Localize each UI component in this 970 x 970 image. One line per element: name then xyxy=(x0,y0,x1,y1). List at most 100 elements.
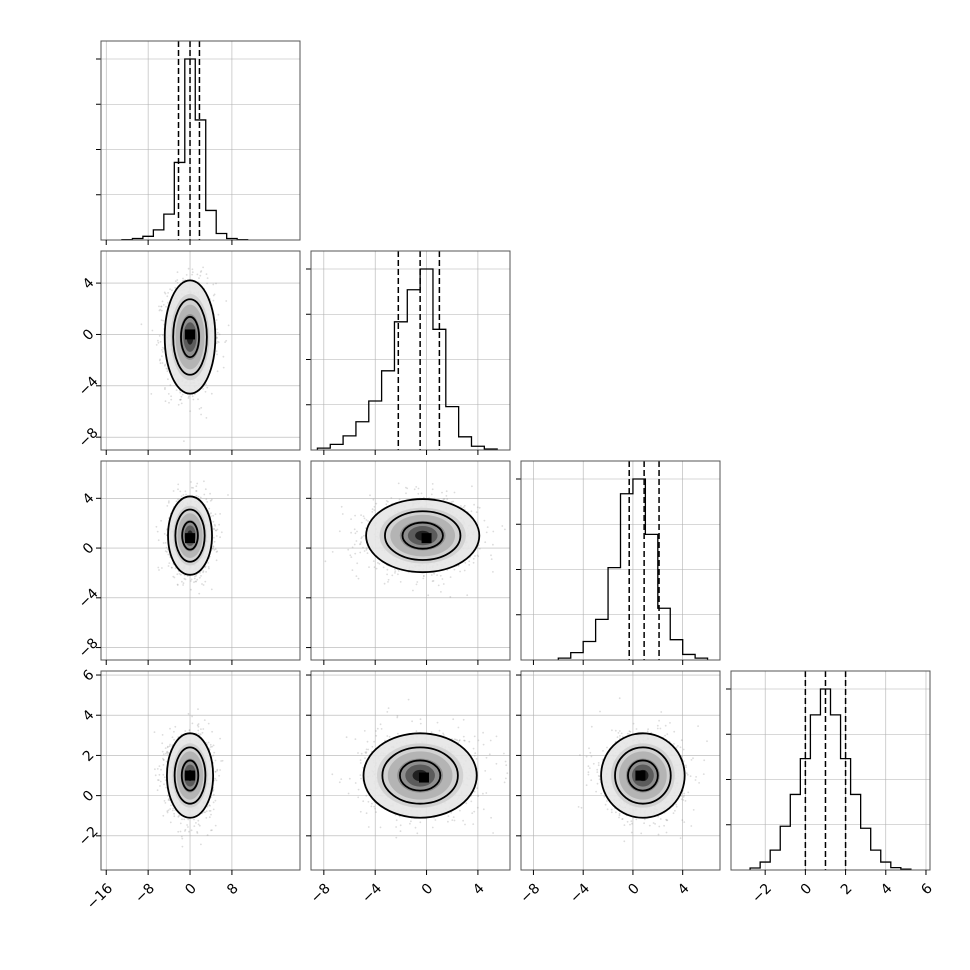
scatter-point xyxy=(464,561,467,564)
scatter-point xyxy=(192,398,195,401)
scatter-point xyxy=(189,580,192,582)
scatter-point xyxy=(179,398,182,401)
scatter-point xyxy=(217,331,219,334)
scatter-point xyxy=(197,398,199,401)
scatter-point xyxy=(193,577,196,580)
density-peak xyxy=(421,533,432,544)
scatter-point xyxy=(191,273,194,276)
scatter-point xyxy=(150,393,153,395)
scatter-point xyxy=(197,725,200,728)
scatter-point xyxy=(478,506,481,509)
scatter-point xyxy=(168,745,171,748)
scatter-point xyxy=(173,730,175,733)
scatter-point xyxy=(205,571,208,573)
scatter-point xyxy=(206,834,209,836)
scatter-point xyxy=(331,551,334,553)
scatter-point xyxy=(216,340,219,343)
scatter-point xyxy=(181,818,183,821)
scatter-point xyxy=(371,508,374,511)
scatter-point xyxy=(177,488,179,491)
scatter-point xyxy=(202,584,205,586)
scatter-point xyxy=(187,267,190,270)
scatter-point xyxy=(177,483,180,486)
scatter-point xyxy=(383,582,386,585)
scatter-point xyxy=(449,596,452,598)
scatter-point xyxy=(174,280,177,283)
scatter-point xyxy=(212,514,215,517)
scatter-point xyxy=(161,742,164,745)
scatter-point xyxy=(474,555,476,557)
scatter-point xyxy=(478,548,481,550)
scatter-point xyxy=(463,569,466,572)
scatter-point xyxy=(176,279,179,281)
scatter-point xyxy=(165,305,167,308)
scatter-point xyxy=(214,548,217,550)
scatter-point xyxy=(215,559,218,562)
scatter-point xyxy=(172,490,175,492)
scatter-point xyxy=(490,554,492,557)
scatter-point xyxy=(198,576,201,579)
scatter-point xyxy=(350,518,352,520)
scatter-point xyxy=(167,378,169,381)
scatter-point xyxy=(216,370,219,373)
scatter-point xyxy=(397,482,400,485)
scatter-point xyxy=(207,566,210,568)
scatter-point xyxy=(200,406,203,409)
scatter-point xyxy=(196,578,199,581)
scatter-point xyxy=(397,570,400,572)
scatter-point xyxy=(184,490,187,493)
scatter-point xyxy=(179,398,182,401)
scatter-point xyxy=(158,359,161,362)
scatter-point xyxy=(204,488,207,491)
scatter-point xyxy=(158,309,161,312)
scatter-point xyxy=(182,582,185,584)
scatter-point xyxy=(490,558,493,560)
scatter-point xyxy=(167,501,170,504)
scatter-point xyxy=(196,273,199,276)
scatter-point xyxy=(180,495,183,498)
scatter-point xyxy=(173,815,176,818)
scatter-point xyxy=(417,492,420,495)
scatter-point xyxy=(213,540,216,543)
scatter-point xyxy=(218,333,221,336)
scatter-point xyxy=(386,573,388,576)
scatter-point xyxy=(399,581,402,583)
scatter-point xyxy=(412,589,414,592)
scatter-point xyxy=(212,545,215,548)
scatter-point xyxy=(159,358,162,361)
scatter-point xyxy=(324,560,327,563)
scatter-point xyxy=(215,350,218,353)
scatter-point xyxy=(164,387,166,389)
scatter-point xyxy=(161,362,164,364)
scatter-point xyxy=(199,271,202,273)
scatter-point xyxy=(167,301,169,304)
scatter-point xyxy=(468,564,471,566)
scatter-point xyxy=(417,487,420,490)
scatter-point xyxy=(463,504,466,507)
scatter-point xyxy=(416,581,419,583)
scatter-point xyxy=(227,494,229,496)
scatter-point xyxy=(201,583,203,585)
scatter-point xyxy=(140,323,143,326)
scatter-point xyxy=(190,588,192,591)
scatter-point xyxy=(180,395,183,398)
scatter-point xyxy=(224,341,227,343)
scatter-point xyxy=(472,561,475,564)
scatter-point xyxy=(199,496,202,499)
scatter-point xyxy=(190,578,193,581)
scatter-point xyxy=(363,534,365,537)
scatter-point xyxy=(387,578,390,581)
scatter-point xyxy=(427,594,430,597)
axes-frame xyxy=(310,250,511,451)
scatter-point xyxy=(177,498,180,501)
scatter-point xyxy=(413,488,416,491)
scatter-point xyxy=(169,288,172,291)
scatter-point xyxy=(439,574,442,577)
scatter-point xyxy=(166,810,169,812)
scatter-point xyxy=(222,355,225,358)
scatter-point xyxy=(203,480,205,483)
scatter-point xyxy=(460,505,462,507)
scatter-point xyxy=(353,543,356,546)
scatter-point xyxy=(195,490,198,492)
scatter-point xyxy=(208,507,211,510)
